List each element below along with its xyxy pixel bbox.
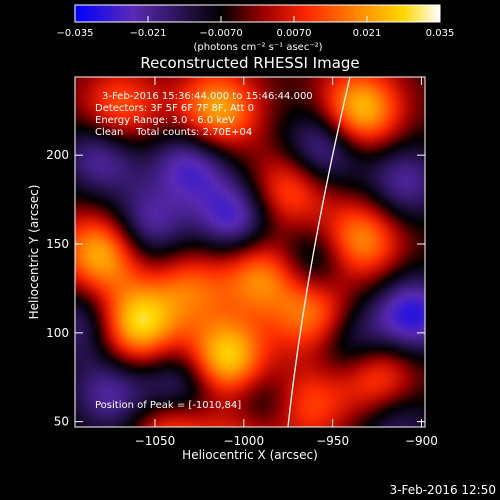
x-tick-label: −950 bbox=[316, 434, 349, 448]
x-tick-label: −1000 bbox=[223, 434, 264, 448]
axis-ticks: −1050 −1000 −950 −900 50 100 150 200 bbox=[46, 77, 438, 448]
y-tick-label: 50 bbox=[54, 415, 69, 429]
heatmap-image bbox=[75, 77, 425, 427]
y-tick-label: 100 bbox=[46, 326, 69, 340]
info-line-clean-counts: Clean Total counts: 2.70E+04 bbox=[95, 127, 252, 138]
footer-timestamp: 3-Feb-2016 12:50 bbox=[390, 483, 496, 497]
colorbar-tick-label: 0.035 bbox=[426, 28, 455, 39]
plot-frame bbox=[74, 76, 426, 428]
plot-area: −1050 −1000 −950 −900 50 100 150 200 bbox=[46, 76, 438, 448]
colorbar-gradient bbox=[74, 4, 441, 23]
colorbar-tick-label: 0.021 bbox=[353, 28, 382, 39]
x-tick-label: −1050 bbox=[135, 434, 176, 448]
colorbar-tick-label: −0.035 bbox=[56, 28, 93, 39]
info-line-detectors: Detectors: 3F 5F 6F 7F 8F, Att 0 bbox=[95, 103, 254, 114]
colorbar-unit-label: (photons cm⁻² s⁻¹ asec⁻²) bbox=[193, 42, 322, 53]
y-tick-label: 200 bbox=[46, 148, 69, 162]
x-axis-label: Heliocentric X (arcsec) bbox=[182, 448, 318, 462]
colorbar-tick-label: 0.0070 bbox=[277, 28, 312, 39]
colorbar-tick-label: −0.0070 bbox=[199, 28, 242, 39]
colorbar-ticks: −0.035 −0.021 −0.0070 0.0070 0.021 0.035 bbox=[56, 16, 454, 39]
chart-title: Reconstructed RHESSI Image bbox=[140, 54, 359, 72]
info-line-energy-range: Energy Range: 3.0 - 6.0 keV bbox=[95, 115, 235, 126]
peak-position-label: Position of Peak = [-1010,84] bbox=[95, 400, 241, 411]
colorbar: −0.035 −0.021 −0.0070 0.0070 0.021 0.035 (pho… bbox=[56, 4, 454, 53]
x-tick-label: −900 bbox=[405, 434, 438, 448]
info-line-time-range: 3-Feb-2016 15:36:44.000 to 15:46:44.000 bbox=[102, 91, 313, 102]
colorbar-tick-label: −0.021 bbox=[129, 28, 166, 39]
y-axis-label: Heliocentric Y (arcsec) bbox=[27, 185, 41, 320]
info-text: 3-Feb-2016 15:36:44.000 to 15:46:44.000 … bbox=[95, 91, 313, 411]
y-tick-label: 150 bbox=[46, 237, 69, 251]
solar-limb bbox=[287, 77, 351, 427]
